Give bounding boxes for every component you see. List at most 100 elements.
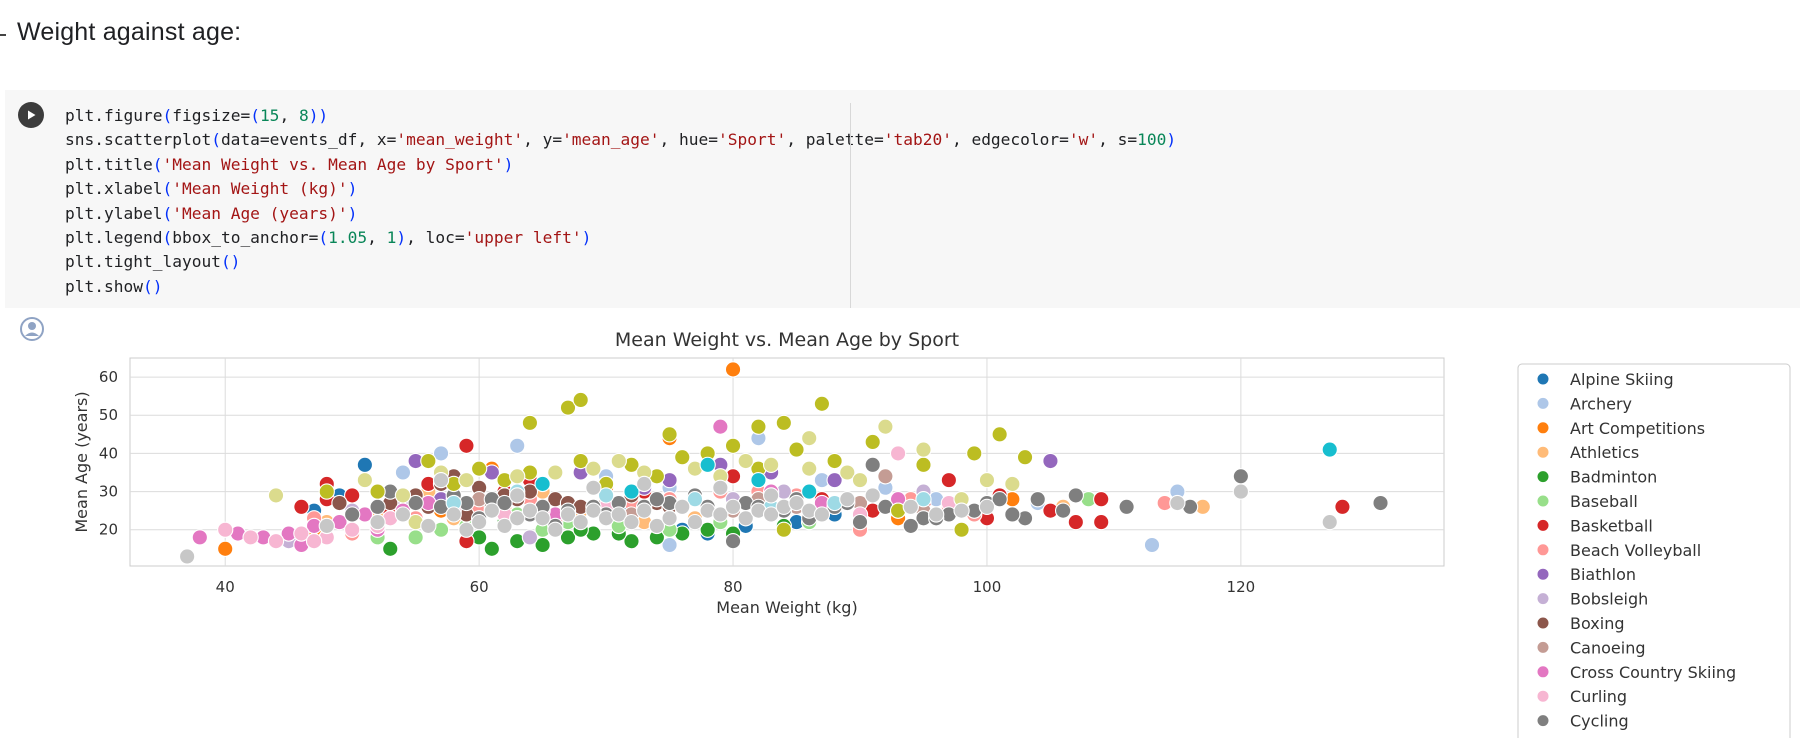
data-point — [585, 502, 602, 519]
legend-label: Basketball — [1570, 516, 1653, 535]
code-line: plt.legend(bbox_to_anchor=(1.05, 1), loc… — [65, 228, 592, 248]
legend-label: Cycling — [1570, 712, 1629, 731]
data-point — [521, 414, 539, 432]
data-point — [915, 441, 932, 458]
data-point — [521, 529, 539, 546]
data-point — [356, 471, 374, 489]
legend-marker — [1536, 616, 1550, 630]
data-point — [788, 441, 805, 458]
data-point — [889, 445, 907, 462]
data-point — [496, 494, 513, 512]
data-point — [877, 468, 894, 485]
data-point — [356, 456, 374, 474]
data-point — [1169, 494, 1186, 512]
data-point — [978, 498, 996, 515]
code-editor[interactable]: plt.figure(figsize=(15, 8)) sns.scatterp… — [65, 104, 1176, 299]
data-point — [572, 513, 589, 531]
data-point — [407, 529, 424, 546]
data-point — [712, 506, 729, 523]
code-line: plt.title('Mean Weight vs. Mean Age by S… — [65, 154, 514, 174]
data-point — [953, 502, 970, 519]
data-point — [737, 452, 754, 470]
chart-title: Mean Weight vs. Mean Age by Sport — [615, 329, 959, 351]
data-point — [597, 487, 615, 504]
data-point — [458, 437, 475, 454]
data-point — [509, 510, 526, 527]
data-point — [1372, 494, 1389, 512]
data-point — [902, 498, 919, 515]
code-cell[interactable] — [5, 90, 1800, 308]
y-axis-label: Mean Age (years) — [72, 391, 91, 532]
data-point — [1042, 452, 1059, 470]
data-point — [534, 510, 551, 527]
data-point — [217, 540, 234, 557]
legend-label: Curling — [1570, 687, 1627, 706]
data-point — [750, 418, 767, 435]
data-point — [1334, 498, 1351, 515]
data-point — [966, 445, 983, 462]
data-point — [1093, 491, 1110, 508]
legend-label: Beach Volleyball — [1570, 541, 1701, 560]
legend-label: Bobsleigh — [1570, 590, 1648, 609]
data-point — [851, 471, 869, 489]
data-point — [369, 498, 386, 515]
data-point — [661, 510, 678, 527]
data-point — [826, 452, 843, 470]
legend-marker — [1536, 567, 1550, 581]
data-point — [991, 491, 1008, 508]
x-tick-label: 60 — [470, 578, 489, 596]
data-point — [305, 533, 323, 550]
legend-label: Alpine Skiing — [1570, 370, 1674, 389]
legend-label: Badminton — [1570, 468, 1657, 487]
data-point — [940, 471, 958, 489]
data-point — [686, 513, 704, 531]
data-point — [1143, 536, 1161, 554]
legend-box — [1517, 363, 1791, 738]
data-point — [648, 491, 666, 508]
data-point — [318, 483, 335, 500]
data-point — [661, 426, 678, 443]
data-point — [1067, 513, 1084, 531]
data-point — [420, 452, 437, 470]
data-point — [775, 521, 792, 538]
code-line: plt.ylabel('Mean Age (years)') — [65, 203, 358, 223]
data-point — [724, 437, 742, 454]
legend-marker — [1536, 665, 1550, 679]
data-point — [636, 475, 653, 493]
collapse-marker — [0, 34, 6, 36]
run-cell-button[interactable] — [18, 102, 44, 128]
data-point — [293, 525, 310, 542]
data-point — [1321, 513, 1338, 531]
legend-marker — [1536, 445, 1550, 459]
data-point — [559, 506, 577, 523]
play-icon — [28, 110, 36, 120]
data-point — [915, 456, 932, 474]
data-point — [712, 418, 729, 435]
data-point — [394, 464, 412, 481]
y-tick-label: 40 — [99, 444, 118, 462]
y-tick-label: 30 — [99, 483, 118, 501]
legend-label: Archery — [1570, 394, 1632, 413]
x-axis-label: Mean Weight (kg) — [716, 598, 857, 617]
legend-label: Canoeing — [1570, 638, 1646, 657]
data-point — [1093, 513, 1110, 531]
data-point — [636, 502, 653, 519]
data-point — [394, 487, 412, 504]
data-point — [1232, 483, 1250, 500]
data-point — [737, 510, 754, 527]
data-point — [610, 506, 627, 523]
data-point — [1029, 491, 1046, 508]
data-point — [496, 517, 513, 535]
data-point — [724, 498, 742, 515]
data-point — [470, 460, 488, 477]
data-point — [509, 487, 526, 504]
data-point — [1067, 487, 1084, 504]
data-point — [369, 483, 386, 500]
data-point — [623, 483, 640, 500]
data-point — [432, 471, 450, 489]
data-point — [178, 548, 196, 565]
data-point — [191, 529, 208, 546]
y-tick-label: 50 — [99, 406, 118, 424]
y-tick-label: 20 — [99, 521, 118, 539]
code-line: plt.xlabel('Mean Weight (kg)') — [65, 179, 358, 199]
